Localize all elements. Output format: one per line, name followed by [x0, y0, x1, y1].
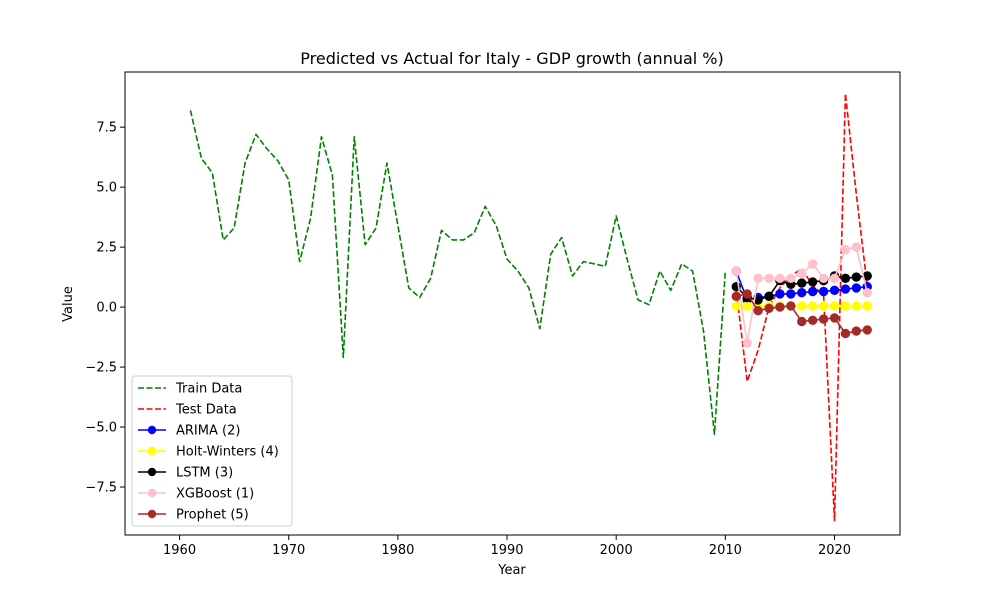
legend-entry: Train Data — [175, 382, 242, 397]
series-0 — [189, 110, 727, 436]
legend-entry: Holt-Winters (4) — [176, 445, 279, 460]
plot-frame — [124, 71, 901, 536]
x-tick-label: 1970 — [272, 543, 305, 558]
data-point — [840, 273, 851, 284]
data-point — [829, 285, 840, 296]
data-point — [786, 273, 796, 284]
data-point — [797, 278, 807, 288]
data-point — [829, 273, 840, 284]
data-point — [742, 289, 752, 299]
data-point — [797, 268, 807, 279]
data-point — [775, 273, 785, 284]
data-point — [775, 289, 785, 299]
legend-marker — [147, 509, 157, 519]
data-point — [807, 259, 818, 269]
data-point — [862, 301, 872, 311]
x-tick-label: 2020 — [818, 543, 851, 558]
data-point — [764, 303, 774, 313]
data-point — [851, 283, 862, 293]
data-point — [851, 272, 862, 282]
data-point — [753, 305, 763, 316]
data-point — [786, 301, 796, 311]
axes: 1960 1970 1980 1990 2000 2010 2020 −7.5 −5.0 −2.5… — [85, 71, 901, 558]
legend-marker — [147, 425, 157, 435]
legend-marker — [147, 446, 157, 456]
data-point — [797, 288, 807, 298]
y-tick-label: 2.5 — [96, 241, 117, 256]
x-tick-label: 2010 — [709, 543, 742, 558]
data-point — [775, 302, 785, 312]
y-tick-label: −7.5 — [85, 481, 117, 496]
x-tick-label: 1960 — [163, 543, 196, 558]
series-line — [189, 110, 727, 436]
x-tick-label: 2000 — [600, 543, 633, 558]
data-point — [807, 277, 818, 287]
data-point — [818, 273, 829, 284]
y-axis-label: Value — [61, 286, 76, 322]
y-tick-label: −2.5 — [85, 361, 117, 376]
data-point — [807, 286, 818, 297]
series-5 — [731, 242, 872, 348]
series-1 — [735, 92, 869, 522]
data-point — [764, 273, 774, 284]
data-point — [851, 242, 862, 252]
legend-box — [131, 375, 293, 527]
x-axis-label: Year — [497, 563, 526, 578]
data-point — [807, 315, 818, 325]
data-point — [764, 291, 774, 302]
y-tick-label: 0.0 — [96, 301, 117, 316]
series-layer — [189, 92, 872, 522]
series-3 — [731, 301, 872, 311]
data-point — [851, 301, 862, 311]
data-point — [862, 288, 872, 298]
data-point — [807, 301, 818, 311]
y-tick-label: −5.0 — [85, 421, 117, 436]
legend-entry: ARIMA (2) — [176, 424, 240, 439]
legend-entry: Test Data — [175, 403, 237, 418]
data-point — [851, 326, 862, 336]
data-point — [731, 301, 741, 311]
data-point — [742, 338, 752, 348]
data-point — [840, 328, 851, 339]
legend-entry: Prophet (5) — [176, 508, 249, 523]
data-point — [797, 316, 807, 327]
data-point — [840, 244, 851, 255]
data-point — [840, 301, 851, 311]
data-point — [818, 314, 829, 324]
legend: Train Data Test Data ARIMA (2) Holt-Winters… — [131, 375, 293, 527]
data-point — [731, 266, 741, 276]
legend-entry: XGBoost (1) — [176, 487, 254, 502]
legend-marker — [147, 467, 157, 477]
legend-entry: LSTM (3) — [176, 466, 233, 481]
y-tick-label: 5.0 — [96, 181, 117, 196]
data-point — [862, 325, 872, 335]
data-point — [818, 301, 829, 311]
data-point — [731, 291, 741, 302]
series-6 — [731, 289, 872, 339]
data-point — [818, 286, 829, 297]
data-point — [797, 301, 807, 311]
data-point — [829, 313, 840, 323]
x-tick-label: 1980 — [381, 543, 414, 558]
y-tick-label: 7.5 — [96, 121, 117, 136]
data-point — [753, 273, 763, 284]
series-line — [735, 92, 869, 522]
chart-title: Predicted vs Actual for Italy - GDP grow… — [300, 49, 724, 68]
data-point — [829, 301, 840, 311]
data-point — [840, 284, 851, 294]
legend-marker — [147, 488, 157, 498]
x-tick-label: 1990 — [490, 543, 523, 558]
data-point — [786, 289, 796, 299]
data-point — [742, 301, 752, 311]
